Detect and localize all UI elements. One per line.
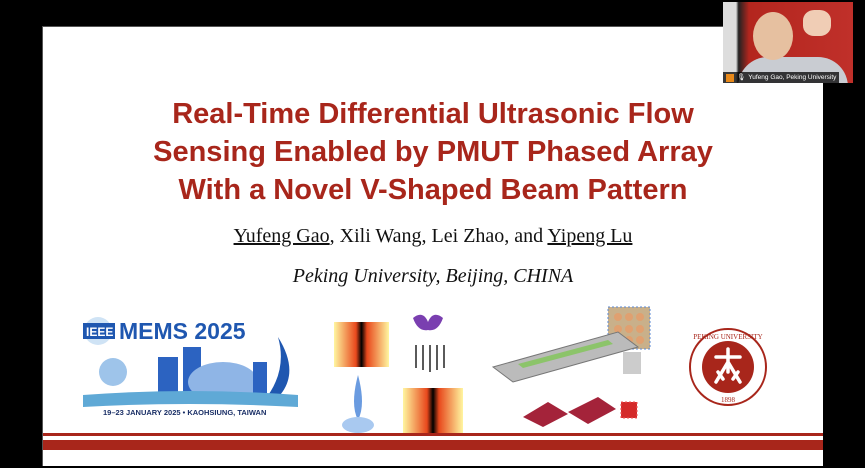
svg-text:IEEE: IEEE <box>86 325 113 339</box>
authors-middle: , Xili Wang, Lei Zhao, and <box>329 225 548 247</box>
microphone-icon: 🎙 <box>737 74 746 81</box>
beam-pattern-figures <box>334 314 463 433</box>
affiliation: Peking University, Beijing, CHINA <box>292 265 574 287</box>
title-line: Sensing Enabled by PMUT Phased Array <box>153 136 713 168</box>
author-last: Yipeng Lu <box>547 225 633 247</box>
title-line: With a Novel V-Shaped Beam Pattern <box>178 174 688 206</box>
divider-thin <box>43 433 823 436</box>
svg-text:1898: 1898 <box>721 396 736 404</box>
webcam-video-tile[interactable]: 🎙 Yufeng Gao, Peking University <box>723 2 853 83</box>
title-line: Real-Time Differential Ultrasonic Flow <box>172 98 694 130</box>
svg-text:19–23 JANUARY 2025 • KAOHSIUNG: 19–23 JANUARY 2025 • KAOHSIUNG, TAIWAN <box>103 408 266 417</box>
participant-label: 🎙 Yufeng Gao, Peking University <box>723 72 840 83</box>
participant-name: Yufeng Gao, Peking University <box>748 74 837 81</box>
divider-thick <box>43 440 823 450</box>
pmut-flow-setup-diagram <box>491 306 651 427</box>
svg-text:MEMS 2025: MEMS 2025 <box>119 318 246 344</box>
presentation-slide: Real-Time Differential Ultrasonic Flow S… <box>42 26 823 466</box>
waving-hand <box>803 10 831 36</box>
peking-university-seal: PEKING UNIVERSITY 1898 <box>689 328 767 406</box>
author-first: Yufeng Gao <box>233 225 330 247</box>
participant-face <box>753 12 793 60</box>
user-icon <box>726 73 734 82</box>
authors: Yufeng Gao, Xili Wang, Lei Zhao, and Yip… <box>43 225 823 248</box>
mems-2025-logo: IEEE MEMS 2025 19–23 JANUARY 2025 • KAOH… <box>83 317 298 417</box>
slide-title: Real-Time Differential Ultrasonic Flow S… <box>43 95 823 209</box>
svg-text:PEKING UNIVERSITY: PEKING UNIVERSITY <box>693 333 762 341</box>
